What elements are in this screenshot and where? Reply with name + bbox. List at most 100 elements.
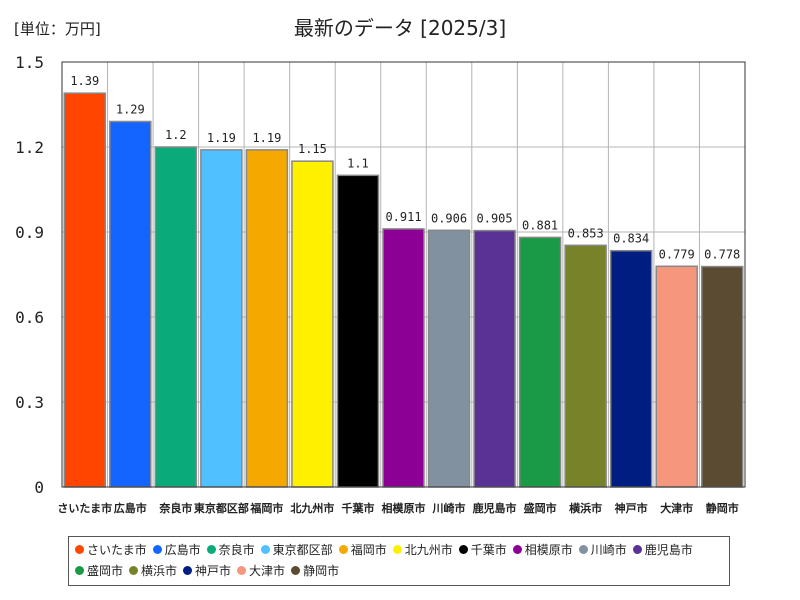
x-category-label: 千葉市 [341, 501, 374, 515]
legend-item: 福岡市 [338, 540, 387, 561]
legend-item: 大津市 [237, 561, 285, 582]
legend-label: 大津市 [249, 564, 286, 578]
bar-value-label: 1.19 [207, 131, 236, 145]
legend-swatch [578, 545, 588, 554]
legend-label: 静岡市 [303, 564, 340, 578]
legend-item: 川崎市 [578, 540, 627, 561]
y-tick-label: 1.2 [15, 138, 44, 157]
unit-label: [単位：万円] [14, 20, 101, 38]
bar-value-label: 1.39 [70, 74, 99, 88]
bar-chart: 0 0.3 0.6 0.9 1.2 1.5 1.39 さいたま市 1.29 広島市 1.2 奈良市 1.… [15, 53, 746, 515]
bar [473, 229, 516, 488]
legend-label: 横浜市 [141, 564, 178, 578]
x-category-label: 東京都区部 [194, 501, 249, 515]
bar-value-label: 0.853 [568, 226, 604, 240]
x-category-label: 盛岡市 [524, 501, 557, 515]
x-category-label: 川崎市 [432, 501, 466, 515]
bar [63, 92, 107, 488]
bar [609, 249, 653, 488]
y-tick-label: 0 [34, 478, 44, 497]
legend-item: 千葉市 [458, 540, 507, 561]
x-category-label: 横浜市 [569, 501, 602, 515]
y-tick-label: 0.9 [15, 223, 44, 242]
bar-value-label: 0.834 [613, 232, 649, 246]
bar [518, 236, 562, 488]
legend-item: 静岡市 [291, 561, 339, 582]
legend-item: 東京都区部 [260, 540, 333, 561]
legend-swatch [338, 545, 348, 554]
bar [700, 265, 744, 488]
bar [564, 244, 607, 488]
legend-label: 鹿児島市 [644, 543, 693, 557]
legend-swatch [632, 545, 642, 554]
bar-value-label: 0.779 [659, 247, 695, 261]
label-layer: 0 0.3 0.6 0.9 1.2 1.5 1.39 さいたま市 1.29 広島市 1.2 奈良市 1.… [15, 53, 740, 515]
legend-item: 盛岡市 [75, 561, 123, 582]
legend-swatch [458, 545, 468, 554]
bar [109, 120, 152, 488]
legend-swatch [291, 566, 301, 575]
y-tick-label: 1.5 [15, 53, 44, 72]
legend-swatch [206, 545, 216, 554]
legend-item: 広島市 [152, 540, 201, 561]
legend-item: さいたま市 [75, 540, 147, 561]
bar-value-label: 0.778 [704, 248, 740, 262]
bar [200, 149, 243, 488]
bar-value-label: 1.15 [298, 142, 327, 156]
legend-label: 奈良市 [218, 543, 255, 557]
legend-label: 北九州市 [404, 543, 453, 557]
y-tick-label: 0.3 [15, 393, 44, 412]
legend-swatch [512, 545, 522, 554]
legend-item: 神戸市 [183, 561, 231, 582]
legend-label: 広島市 [164, 543, 201, 557]
x-category-label: 静岡市 [706, 501, 739, 515]
y-tick-label: 0.6 [15, 308, 44, 327]
bar [427, 229, 471, 488]
legend-item: 相模原市 [512, 540, 573, 561]
x-category-label: 広島市 [114, 501, 147, 515]
legend-label: 福岡市 [350, 543, 387, 557]
legend-swatch [392, 545, 402, 554]
legend-item: 北九州市 [392, 540, 453, 561]
x-category-label: 奈良市 [158, 501, 192, 515]
legend-item: 鹿児島市 [632, 540, 693, 561]
legend-label: 神戸市 [195, 564, 232, 578]
bar-value-label: 1.19 [252, 131, 281, 145]
x-category-label: さいたま市 [57, 501, 112, 515]
x-category-label: 北九州市 [290, 501, 334, 515]
bar [245, 149, 289, 488]
plot-frame [61, 61, 746, 488]
x-category-label: 鹿児島市 [473, 501, 517, 515]
legend-label: さいたま市 [87, 543, 147, 557]
legend-swatch [75, 566, 84, 575]
legend-label: 千葉市 [470, 543, 507, 557]
bar [655, 265, 698, 488]
legend-swatch [260, 545, 270, 554]
chart-title: 最新のデータ [2025/3] [293, 16, 507, 40]
bar-value-label: 1.2 [165, 128, 187, 142]
x-category-label: 神戸市 [615, 501, 648, 515]
bar-layer [63, 92, 744, 488]
legend-label: 東京都区部 [272, 543, 333, 557]
legend-swatch [183, 566, 193, 575]
legend-swatch [75, 545, 84, 554]
legend-swatch [237, 566, 247, 575]
x-category-label: 福岡市 [249, 501, 283, 515]
legend-item: 奈良市 [206, 540, 255, 561]
legend-swatch [152, 545, 162, 554]
bar-value-label: 0.905 [477, 212, 513, 226]
legend-label: 川崎市 [590, 543, 627, 557]
x-category-label: 相模原市 [382, 501, 426, 515]
bar-value-label: 0.881 [522, 218, 558, 232]
bar-value-label: 1.1 [347, 156, 369, 170]
bar [336, 174, 380, 488]
bar-value-label: 0.906 [431, 211, 467, 225]
legend-item: 横浜市 [129, 561, 177, 582]
bar [382, 228, 425, 488]
bar-value-label: 1.29 [116, 103, 145, 117]
legend: さいたま市 広島市 奈良市 東京都区部 福岡市 北九州市 千葉市 相模原市 川崎市 鹿児島市盛岡市… [68, 536, 730, 586]
legend-label: 盛岡市 [87, 564, 124, 578]
bar [291, 160, 334, 488]
legend-label: 相模原市 [524, 543, 573, 557]
bar [154, 146, 198, 488]
